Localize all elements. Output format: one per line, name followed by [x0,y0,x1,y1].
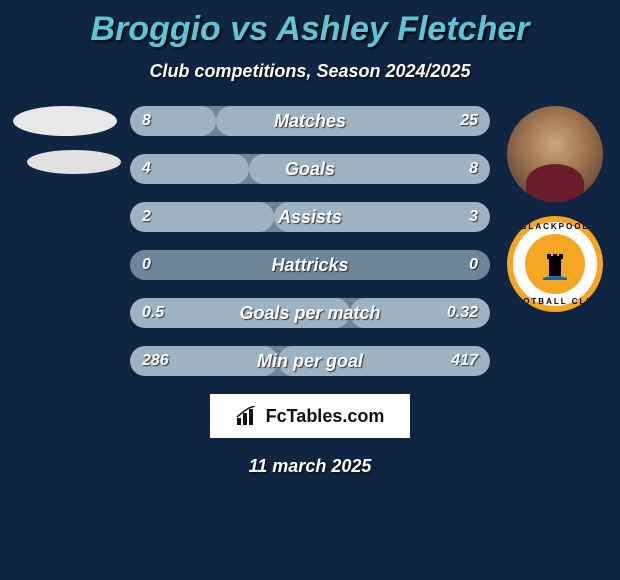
left-player-column [10,106,120,174]
crest-label-top: BLACKPOOL [521,222,590,231]
stat-bar: Hattricks0 0 [130,250,490,280]
stat-value-right: 3 [469,202,478,232]
stat-value-left: 4 [142,154,151,184]
tower-icon [525,234,585,294]
stat-value-left: 0 [142,250,151,280]
stat-label: Goals per match [130,298,490,328]
brand-badge[interactable]: FcTables.com [210,394,410,438]
date-label: 11 march 2025 [0,456,620,477]
bar-chart-icon [236,406,260,426]
comparison-card: Broggio vs Ashley Fletcher Club competit… [0,0,620,477]
stat-bar: Matches8 25 [130,106,490,136]
stat-label: Matches [130,106,490,136]
stat-value-right: 0.32 [447,298,478,328]
stat-value-right: 8 [469,154,478,184]
stats-column: Matches825Goals48Assists23Hattricks00Goa… [130,106,490,376]
stat-label: Hattricks [130,250,490,280]
right-club-crest: BLACKPOOL FOOTBALL CLUB [507,216,603,312]
stat-label: Goals [130,154,490,184]
stat-value-left: 286 [142,346,169,376]
right-player-avatar [507,106,603,202]
right-player-column: BLACKPOOL FOOTBALL CLUB [500,106,610,312]
stat-bar: Assists2 3 [130,202,490,232]
stat-value-left: 2 [142,202,151,232]
left-club-crest [27,150,121,174]
page-subtitle: Club competitions, Season 2024/2025 [0,61,620,82]
body-row: Matches825Goals48Assists23Hattricks00Goa… [0,106,620,376]
brand-text: FcTables.com [266,406,385,427]
stat-bar: Goals per match0.5 0.32 [130,298,490,328]
stat-bar: Min per goal286 417 [130,346,490,376]
stat-label: Assists [130,202,490,232]
page-title: Broggio vs Ashley Fletcher [0,10,620,49]
stat-value-right: 417 [451,346,478,376]
stat-label: Min per goal [130,346,490,376]
crest-label-bottom: FOOTBALL CLUB [508,297,602,306]
stat-value-left: 0.5 [142,298,164,328]
stat-bar: Goals4 8 [130,154,490,184]
stat-value-right: 0 [469,250,478,280]
stat-value-right: 25 [460,106,478,136]
left-player-avatar [13,106,117,136]
stat-value-left: 8 [142,106,151,136]
